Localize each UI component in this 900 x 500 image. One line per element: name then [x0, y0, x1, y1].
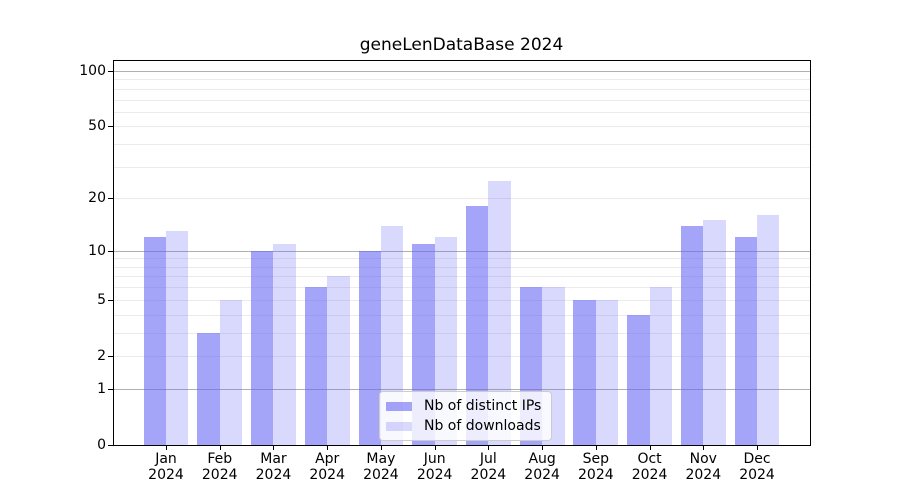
xtick-label-oct: Oct 2024 [631, 451, 668, 483]
gridline-minor-3 [114, 332, 810, 334]
ytick-mark-2 [108, 355, 113, 357]
xtick-mark-nov [703, 446, 705, 450]
legend-entry-distinct-ips: Nb of distinct IPs [386, 396, 541, 416]
xtick-label-feb: Feb 2024 [201, 451, 238, 483]
bar-downloads-jul [488, 180, 511, 445]
gridline-minor-2 [114, 355, 810, 357]
gridline-minor-6 [114, 287, 810, 289]
ytick-label-100: 100 [79, 62, 106, 79]
bar-downloads-may [380, 225, 404, 445]
bar-ips-nov [680, 225, 704, 445]
ytick-label-20: 20 [88, 190, 106, 207]
xtick-label-nov: Nov 2024 [685, 451, 722, 483]
xtick-mark-dec [757, 446, 759, 450]
xtick-mark-oct [649, 446, 651, 450]
bar-ips-may [358, 250, 381, 445]
legend-swatch-distinct-ips [386, 401, 412, 411]
plot-area: Nb of distinct IPs Nb of downloads [113, 60, 811, 446]
ytick-label-1: 1 [97, 380, 106, 397]
gridline-minor-5 [114, 299, 810, 301]
legend-swatch-downloads [386, 421, 412, 431]
gridline-minor-7 [114, 276, 810, 278]
bar-ips-sep [573, 299, 596, 445]
bar-ips-jan [143, 237, 166, 445]
legend-label-downloads: Nb of downloads [424, 418, 541, 434]
xtick-label-sep: Sep 2024 [578, 451, 614, 483]
xtick-label-jul: Jul 2024 [470, 451, 507, 483]
bar-downloads-dec [757, 215, 780, 445]
xtick-label-aug: Aug 2024 [524, 451, 560, 483]
bar-downloads-feb [219, 299, 243, 445]
ytick-mark-50 [108, 126, 113, 128]
ytick-mark-20 [108, 198, 113, 200]
xtick-mark-may [380, 446, 382, 450]
xtick-label-may: May 2024 [363, 451, 399, 483]
ytick-label-10: 10 [88, 242, 106, 259]
legend-entry-downloads: Nb of downloads [386, 416, 541, 436]
xtick-label-apr: Apr 2024 [309, 451, 345, 483]
bar-ips-feb [197, 332, 220, 445]
bar-downloads-nov [703, 220, 726, 445]
bar-downloads-mar [273, 243, 296, 445]
gridline-major-100 [114, 70, 810, 72]
xtick-mark-feb [219, 446, 221, 450]
gridline-minor-60 [114, 111, 810, 113]
bar-downloads-apr [327, 276, 350, 445]
ytick-label-0: 0 [97, 437, 106, 453]
xtick-mark-jul [488, 446, 490, 450]
gridline-minor-50 [114, 126, 810, 128]
xtick-mark-mar [273, 446, 275, 450]
xtick-mark-aug [542, 446, 544, 450]
ytick-mark-10 [108, 250, 113, 252]
xtick-mark-jan [166, 446, 167, 450]
chart-title: geneLenDataBase 2024 [359, 35, 564, 55]
xtick-label-dec: Dec 2024 [739, 451, 775, 483]
gridline-minor-9 [114, 258, 810, 260]
xtick-label-jan: Jan 2024 [148, 451, 184, 483]
ytick-mark-1 [108, 388, 113, 390]
legend: Nb of distinct IPs Nb of downloads [379, 391, 553, 441]
ytick-mark-100 [108, 70, 113, 72]
ytick-label-5: 5 [97, 291, 106, 308]
xtick-mark-jun [434, 446, 436, 450]
ytick-label-50: 50 [88, 118, 106, 135]
xtick-label-mar: Mar 2024 [255, 451, 292, 483]
bar-ips-apr [304, 287, 328, 445]
gridline-minor-20 [114, 198, 810, 200]
gridline-major-1 [114, 388, 810, 390]
ytick-mark-5 [108, 299, 113, 301]
bar-ips-jul [465, 206, 489, 445]
xtick-mark-apr [327, 446, 329, 450]
gridline-minor-70 [114, 99, 810, 101]
ytick-mark-0 [108, 445, 113, 446]
bar-ips-dec [734, 237, 758, 445]
gridline-minor-80 [114, 88, 810, 90]
bar-downloads-oct [649, 287, 672, 445]
gridline-minor-40 [114, 144, 810, 146]
gridline-major-10 [114, 250, 810, 252]
xtick-label-jun: Jun 2024 [416, 451, 453, 483]
bar-downloads-sep [595, 299, 619, 445]
legend-label-distinct-ips: Nb of distinct IPs [424, 398, 542, 414]
ytick-label-2: 2 [97, 347, 106, 364]
bar-ips-oct [627, 314, 650, 445]
gridline-minor-8 [114, 266, 810, 268]
bar-ips-mar [251, 250, 274, 445]
gridline-minor-90 [114, 79, 810, 81]
gridline-minor-4 [114, 314, 810, 316]
gridline-minor-30 [114, 166, 810, 168]
bar-downloads-jan [166, 231, 189, 445]
xtick-mark-sep [595, 446, 597, 450]
